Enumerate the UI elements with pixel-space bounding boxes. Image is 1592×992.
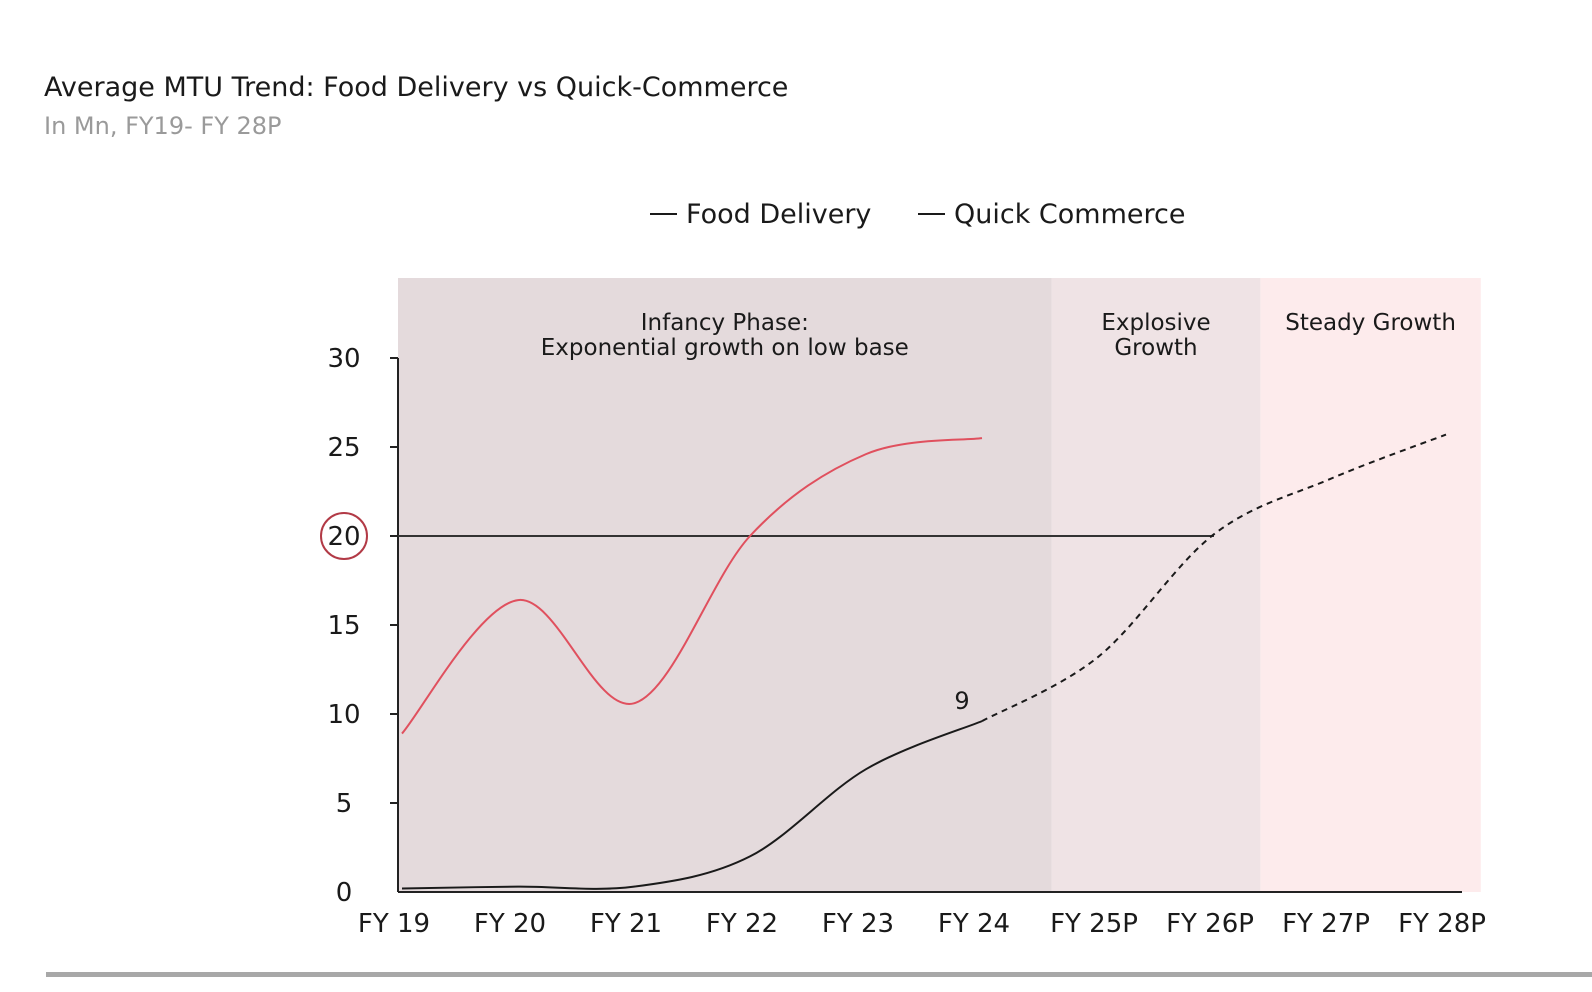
x-tick-label-7: FY 26P (1166, 909, 1254, 939)
phase-band-0 (398, 278, 1052, 892)
x-tick-label-1: FY 20 (474, 909, 546, 939)
axes (390, 357, 1462, 893)
legend: Food Delivery Quick Commerce (650, 199, 1185, 230)
y-tick-label-30: 30 (327, 344, 360, 374)
y-tick-label-20: 20 (327, 522, 360, 552)
y-tick-label-5: 5 (336, 789, 353, 819)
x-tick-label-9: FY 28P (1398, 909, 1486, 939)
phase-band-1 (1051, 278, 1261, 892)
x-tick-label-5: FY 24 (938, 909, 1010, 939)
series-line-quick-commerce-projected (981, 433, 1447, 722)
data-label-0: 9 (954, 687, 969, 715)
x-tick-label-3: FY 22 (706, 909, 778, 939)
y-tick-label-15: 15 (327, 611, 360, 641)
x-tick-label-6: FY 25P (1050, 909, 1138, 939)
footer-divider (46, 972, 1592, 977)
y-tick-label-25: 25 (327, 433, 360, 463)
legend-label-food-delivery: Food Delivery (686, 199, 871, 230)
y-tick-label-10: 10 (327, 700, 360, 730)
y-tick-highlight-circle (320, 512, 368, 560)
series-line-quick-commerce (401, 720, 983, 890)
phase-label-2-0: Steady Growth (1285, 310, 1456, 336)
chart-subtitle: In Mn, FY19- FY 28P (44, 112, 282, 140)
legend-label-quick-commerce: Quick Commerce (954, 199, 1185, 230)
x-tick-label-8: FY 27P (1282, 909, 1370, 939)
phase-label-0-1: Exponential growth on low base (541, 335, 909, 361)
chart-labels: Infancy Phase:Exponential growth on low … (320, 310, 1486, 939)
x-tick-label-0: FY 19 (358, 909, 430, 939)
phase-band-2 (1260, 278, 1481, 892)
phase-label-1-0: Explosive (1101, 310, 1210, 336)
y-tick-label-0: 0 (336, 878, 353, 908)
phase-label-1-1: Growth (1114, 335, 1197, 361)
series-line-food-delivery (401, 437, 983, 735)
phase-backgrounds (398, 278, 1481, 892)
series-lines (401, 433, 1447, 890)
chart-title: Average MTU Trend: Food Delivery vs Quic… (44, 72, 789, 103)
x-tick-label-4: FY 23 (822, 909, 894, 939)
x-tick-label-2: FY 21 (590, 909, 662, 939)
phase-label-0-0: Infancy Phase: (641, 310, 809, 336)
